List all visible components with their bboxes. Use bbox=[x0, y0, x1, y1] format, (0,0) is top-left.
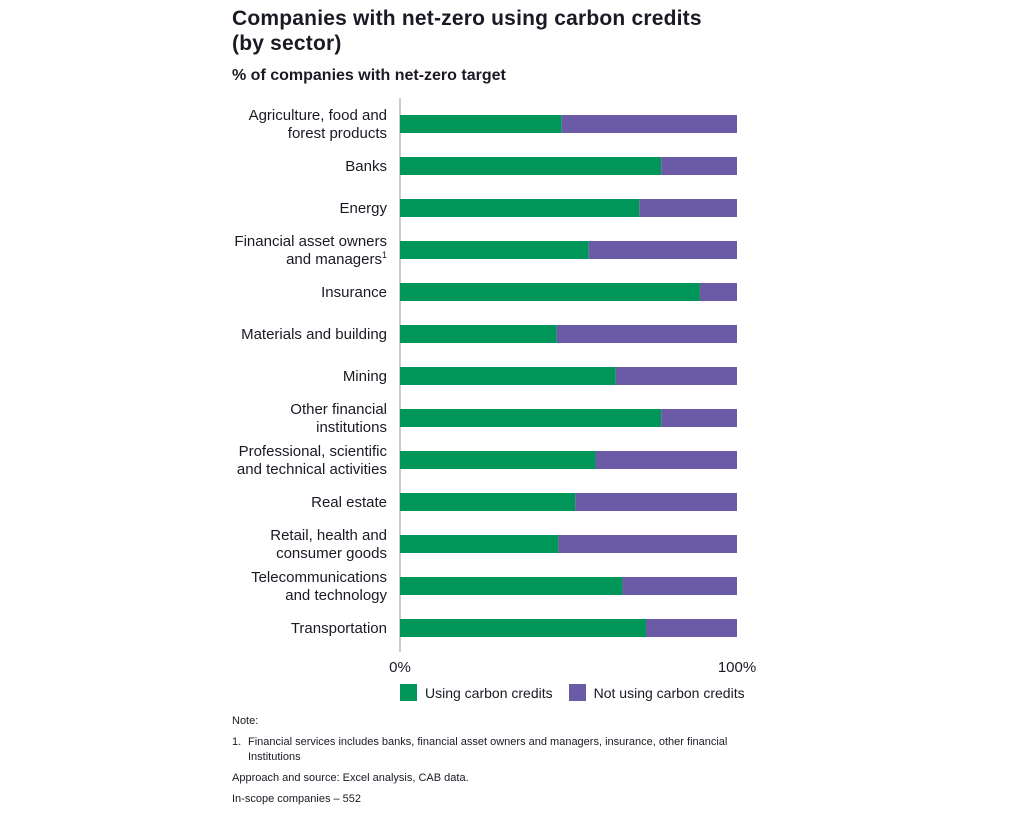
category-label: Telecommunications bbox=[251, 569, 387, 586]
x-tick-label: 0% bbox=[389, 659, 411, 676]
category-label: institutions bbox=[316, 419, 387, 436]
bar-not-using bbox=[622, 577, 737, 595]
bar-not-using bbox=[595, 451, 737, 469]
legend-item-not-using: Not using carbon credits bbox=[568, 684, 745, 701]
category-label: consumer goods bbox=[276, 545, 387, 562]
category-label: Transportation bbox=[291, 620, 387, 637]
bar-using bbox=[400, 115, 562, 133]
category-label: Agriculture, food and bbox=[249, 107, 387, 124]
bar-using bbox=[400, 283, 700, 301]
category-label: Mining bbox=[343, 368, 387, 385]
bar-using bbox=[400, 619, 647, 637]
bar-using bbox=[400, 241, 589, 259]
bar-not-using bbox=[646, 619, 737, 637]
chart-notes: Note: 1. Financial services includes ban… bbox=[232, 714, 752, 813]
scope-note: In-scope companies – 552 bbox=[232, 793, 362, 805]
category-label: Insurance bbox=[321, 284, 387, 301]
bar-using bbox=[400, 325, 557, 343]
bar-not-using bbox=[558, 535, 737, 553]
bar-using bbox=[400, 367, 616, 385]
bar-not-using bbox=[615, 367, 737, 385]
legend-item-using: Using carbon credits bbox=[400, 684, 553, 701]
note-number: 1. bbox=[232, 736, 242, 748]
bar-not-using bbox=[561, 115, 737, 133]
category-label: forest products bbox=[288, 125, 387, 142]
legend-swatch-not-using bbox=[568, 684, 586, 701]
category-label: Retail, health and bbox=[270, 527, 387, 544]
bar-not-using bbox=[661, 409, 737, 427]
bar-using bbox=[400, 577, 623, 595]
category-label: Professional, scientific bbox=[239, 443, 388, 460]
bar-not-using bbox=[588, 241, 737, 259]
bar-not-using bbox=[556, 325, 737, 343]
bar-not-using bbox=[575, 493, 737, 511]
bar-not-using bbox=[661, 157, 737, 175]
category-label: Real estate bbox=[311, 494, 387, 511]
chart-title-line1: Companies with net-zero using carbon cre… bbox=[232, 7, 702, 30]
category-label: Banks bbox=[345, 158, 387, 175]
bar-using bbox=[400, 493, 576, 511]
category-label: and technical activities bbox=[237, 461, 387, 478]
bar-not-using bbox=[699, 283, 737, 301]
category-label: Energy bbox=[339, 200, 387, 217]
bar-not-using bbox=[639, 199, 737, 217]
category-label: Materials and building bbox=[241, 326, 387, 343]
chart-subtitle: % of companies with net-zero target bbox=[232, 67, 506, 84]
note-text: Financial services includes banks, finan… bbox=[248, 736, 728, 763]
chart-title: Companies with net-zero using carbon cre… bbox=[232, 6, 702, 56]
legend-label-not-using: Not using carbon credits bbox=[593, 684, 745, 701]
note-item: 1. Financial services includes banks, fi… bbox=[232, 735, 752, 765]
source-note: Approach and source: Excel analysis, CAB… bbox=[232, 772, 469, 784]
bar-using bbox=[400, 157, 662, 175]
bar-using bbox=[400, 409, 662, 427]
bar-using bbox=[400, 199, 640, 217]
legend-swatch-using bbox=[400, 684, 417, 701]
category-label: and technology bbox=[285, 587, 387, 604]
bar-using bbox=[400, 451, 596, 469]
x-tick-label: 100% bbox=[718, 659, 756, 676]
note-heading: Note: bbox=[232, 715, 259, 727]
category-label: Other financial bbox=[290, 401, 387, 418]
chart-title-line2: (by sector) bbox=[232, 32, 342, 55]
category-label: Financial asset owners bbox=[234, 233, 387, 250]
category-label: and managers1 bbox=[286, 250, 387, 268]
chart-legend: Using carbon credits Not using carbon cr… bbox=[400, 684, 761, 701]
legend-label-using: Using carbon credits bbox=[425, 684, 553, 701]
bar-using bbox=[400, 535, 559, 553]
